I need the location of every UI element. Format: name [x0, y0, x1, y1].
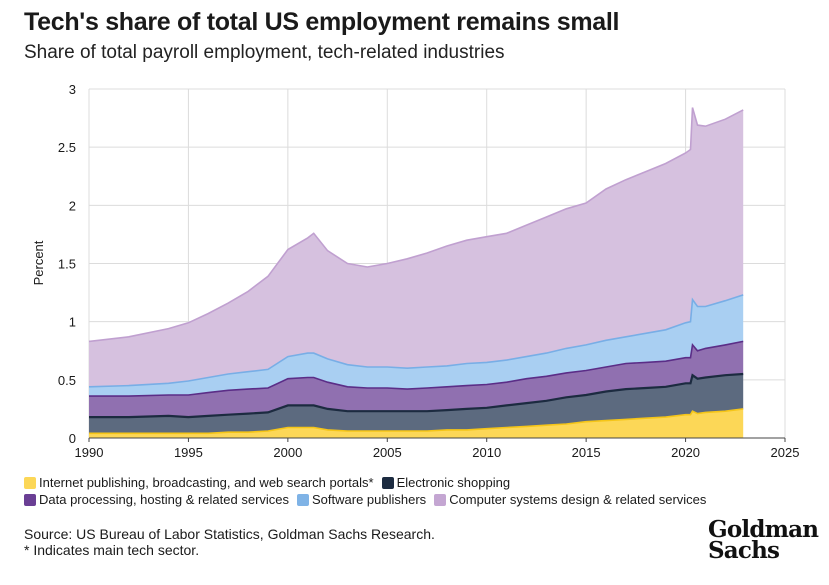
chart-title: Tech's share of total US employment rema… — [24, 8, 620, 36]
legend-label-software-publishers: Software publishers — [312, 492, 427, 507]
goldman-sachs-logo: Goldman Sachs — [708, 516, 819, 564]
footnote-text: * Indicates main tech sector. — [24, 542, 200, 558]
legend-item-software-publishers: Software publishers — [297, 492, 426, 507]
legend-swatch-software-publishers — [297, 493, 310, 506]
source-text: Source: US Bureau of Labor Statistics, G… — [24, 526, 435, 542]
legend-item-computer-systems: Computer systems design & related servic… — [434, 492, 706, 507]
legend-item-internet: Internet publishing, broadcasting, and w… — [24, 475, 374, 490]
y-tick-label-2.5: 2.5 — [58, 140, 76, 155]
chart-subtitle: Share of total payroll employment, tech-… — [24, 42, 505, 63]
x-tick-label-1995: 1995 — [174, 445, 203, 460]
legend-swatch-internet — [24, 476, 36, 489]
y-tick-label-2: 2 — [69, 198, 76, 213]
x-tick-label-1990: 1990 — [75, 445, 104, 460]
y-tick-label-1: 1 — [69, 315, 76, 330]
legend-swatch-computer-systems — [434, 493, 447, 506]
legend-row-2: Data processing, hosting & related servi… — [24, 491, 814, 508]
area-edges — [88, 107, 744, 435]
legend-label-data-processing: Data processing, hosting & related servi… — [39, 492, 290, 507]
legend-item-electronic-shopping: Electronic shopping — [381, 475, 511, 490]
area-internet-publishing-broadcasting-and-web-search-portals — [89, 408, 744, 438]
y-tick-label-3: 3 — [69, 82, 76, 97]
legend-swatch-data-processing — [24, 493, 36, 506]
edge-line-internet-publishing-broadcasting-and-web-search-portals — [89, 408, 744, 435]
x-tick-label-2010: 2010 — [472, 445, 501, 460]
area-computer-systems-design-related-services — [89, 107, 744, 387]
legend-label-electronic-shopping: Electronic shopping — [396, 475, 511, 490]
legend-swatch-electronic-shopping — [381, 476, 394, 489]
legend: Internet publishing, broadcasting, and w… — [24, 474, 814, 508]
y-tick-label-0: 0 — [69, 431, 76, 446]
source-note: Source: US Bureau of Labor Statistics, G… — [24, 526, 435, 558]
edge-line-data-processing-hosting-related-services — [89, 340, 744, 397]
y-tick-label-0.5: 0.5 — [58, 373, 76, 388]
area-data-processing-hosting-related-services — [89, 341, 744, 418]
x-tick-label-2005: 2005 — [373, 445, 402, 460]
y-tick-label-1.5: 1.5 — [58, 257, 76, 272]
y-axis-label: Percent — [31, 240, 46, 285]
edge-line-software-publishers — [88, 294, 744, 388]
edge-line-computer-systems-design-related-services — [88, 107, 744, 343]
x-tick-label-2000: 2000 — [273, 445, 302, 460]
area-electronic-shopping — [89, 374, 744, 434]
x-tick-label-2020: 2020 — [671, 445, 700, 460]
x-tick-label-2025: 2025 — [771, 445, 800, 460]
logo-line-2: Sachs — [708, 537, 780, 564]
legend-item-data-processing: Data processing, hosting & related servi… — [24, 492, 289, 507]
edge-line-electronic-shopping — [89, 372, 744, 419]
legend-label-internet: Internet publishing, broadcasting, and w… — [39, 475, 374, 490]
legend-row-1: Internet publishing, broadcasting, and w… — [24, 474, 814, 491]
legend-label-computer-systems: Computer systems design & related servic… — [449, 492, 707, 507]
logo-line-1: Goldman — [708, 516, 819, 543]
x-tick-label-2015: 2015 — [572, 445, 601, 460]
axes: 1990 1995 2000 2005 2010 2015 2020 2025 0 0.5 1 1.5… — [58, 82, 800, 460]
